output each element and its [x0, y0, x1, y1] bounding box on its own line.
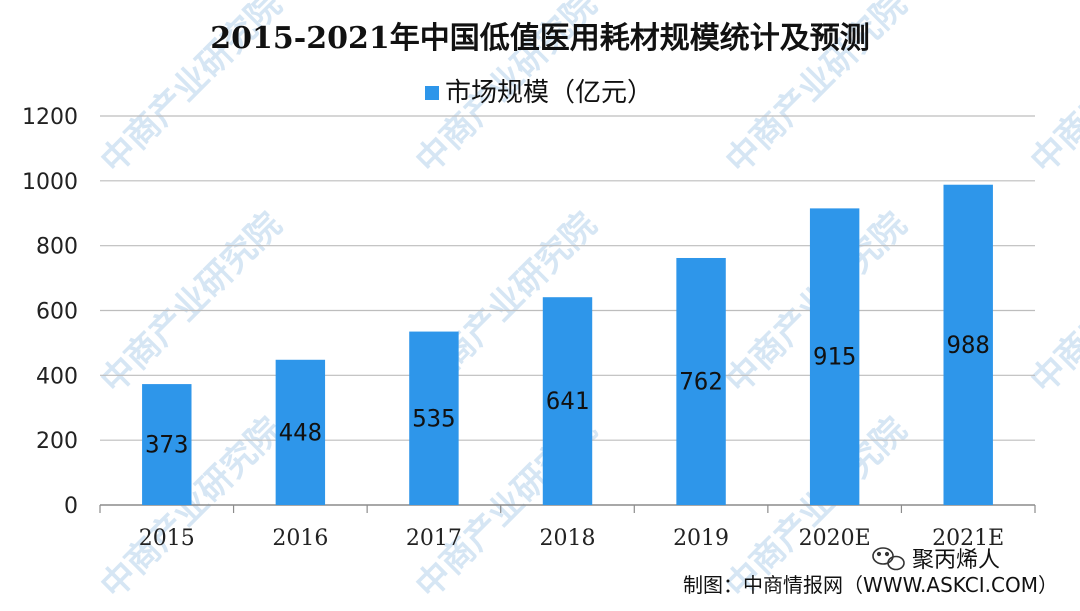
y-tick-label: 1200	[22, 105, 78, 130]
bar	[943, 184, 993, 505]
x-tick-label: 2015	[139, 526, 195, 551]
bar	[409, 331, 459, 505]
bars	[142, 184, 993, 505]
x-tick-label: 2018	[540, 526, 596, 551]
data-label: 641	[546, 387, 589, 415]
wechat-icon	[872, 547, 905, 571]
bar	[676, 257, 726, 505]
legend-label: 市场规模（亿元）	[445, 78, 653, 108]
legend-swatch	[425, 86, 439, 100]
data-label: 915	[813, 343, 856, 371]
data-label: 762	[679, 367, 722, 395]
watermark-text: 中商产业研究院	[1023, 205, 1080, 402]
y-tick-label: 1000	[22, 170, 78, 195]
y-tick-label: 200	[36, 429, 78, 454]
x-tick-label: 2020E	[799, 526, 871, 551]
bar	[542, 297, 593, 505]
y-tick-label: 600	[36, 300, 78, 325]
x-tick-label: 2017	[406, 526, 462, 551]
y-tick-label: 400	[36, 364, 78, 389]
wechat-account-name: 聚丙烯人	[912, 548, 1000, 573]
bar	[275, 359, 326, 505]
wechat-badge: 聚丙烯人	[872, 547, 1000, 573]
legend: 市场规模（亿元）	[425, 78, 653, 108]
data-label: 988	[947, 331, 990, 359]
chart-title: 2015-2021年中国低值医用耗材规模统计及预测	[210, 21, 869, 56]
data-label: 448	[279, 418, 322, 446]
data-label: 373	[145, 431, 188, 459]
y-tick-label: 0	[64, 494, 78, 519]
data-labels: 373 448 535 641 762 915 988	[145, 331, 990, 459]
y-tick-label: 800	[36, 235, 78, 260]
bar	[809, 208, 860, 505]
watermark-text: 中商产业研究院	[1023, 0, 1080, 181]
source-note: 制图：中商情报网（WWW.ASKCI.COM）	[683, 573, 1058, 597]
watermark-text: 中商产业研究院	[93, 205, 290, 402]
ticks: 0 200 400 600 800 1000 1200 2015 2016 2017 2018 201…	[22, 105, 1004, 551]
x-tick-label: 2019	[673, 526, 729, 551]
data-label: 535	[412, 404, 455, 432]
x-tick-label: 2021E	[932, 526, 1004, 551]
x-tick-label: 2016	[272, 526, 328, 551]
bar	[142, 384, 192, 505]
